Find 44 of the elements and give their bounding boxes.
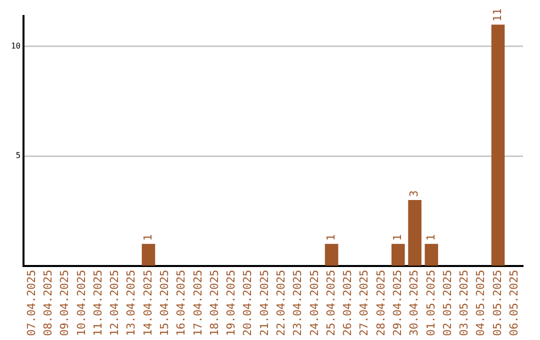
x-tick-label: 13.04.2025 [124,270,138,336]
x-tick-label: 14.04.2025 [141,270,154,336]
y-tick-label: 10 [10,42,21,51]
x-tick-label: 29.04.2025 [391,270,404,336]
x-tick-label: 26.04.2025 [341,270,354,336]
x-tick-label: 02.05.2025 [440,270,454,336]
x-tick-label: 07.04.2025 [24,270,38,336]
bar [491,24,505,266]
x-tick-label: 08.04.2025 [41,270,54,336]
x-tick-label: 05.05.2025 [490,270,504,336]
data-label: 1 [141,234,154,241]
bar [408,200,422,266]
x-tick-label: 20.04.2025 [241,270,254,336]
bar [324,244,338,266]
x-tick-label: 17.04.2025 [191,270,204,336]
x-tick-label: 15.04.2025 [158,270,171,336]
x-tick-label: 25.04.2025 [324,270,338,336]
x-tick-label: 10.04.2025 [74,270,88,336]
x-tick-label: 22.04.2025 [274,270,288,336]
data-label: 3 [408,190,421,197]
x-tick-label: 12.04.2025 [108,270,122,336]
x-tick-label: 03.05.2025 [458,270,471,336]
x-tick-label: 30.04.2025 [408,270,421,336]
bar [424,244,438,266]
x-tick-label: 28.04.2025 [374,270,388,336]
x-tick-label: 27.04.2025 [358,270,371,336]
x-tick-label: 18.04.2025 [208,270,221,336]
x-tick-label: 11.04.2025 [91,270,104,336]
x-tick-label: 01.05.2025 [424,270,438,336]
bar [142,244,156,266]
x-tick-label: 19.04.2025 [224,270,238,336]
x-tick-label: 04.05.2025 [474,270,488,336]
x-tick-label: 23.04.2025 [291,270,304,336]
y-tick-label: 5 [16,151,21,160]
data-label: 1 [324,234,338,241]
x-tick-label: 21.04.2025 [258,270,271,336]
bar [391,244,405,266]
x-tick-label: 16.04.2025 [174,270,188,336]
data-label: 11 [490,8,504,22]
x-tick-label: 06.05.2025 [508,270,521,336]
x-tick-label: 09.04.2025 [58,270,72,336]
x-tick-label: 24.04.2025 [308,270,321,336]
data-label: 1 [391,234,404,241]
data-label: 1 [424,234,438,241]
